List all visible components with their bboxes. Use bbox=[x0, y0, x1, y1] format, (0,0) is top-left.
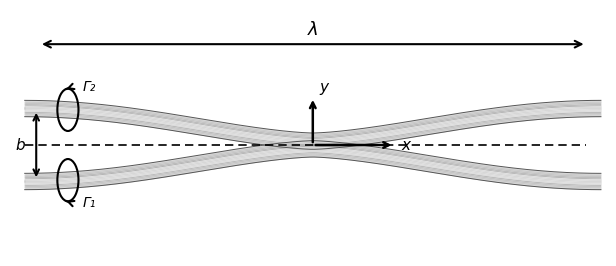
Text: λ: λ bbox=[307, 21, 318, 39]
Text: y: y bbox=[320, 80, 328, 95]
Text: b: b bbox=[15, 138, 25, 152]
Text: x: x bbox=[401, 138, 410, 152]
Text: Γ₁: Γ₁ bbox=[83, 196, 96, 210]
Text: Γ₂: Γ₂ bbox=[83, 80, 96, 94]
